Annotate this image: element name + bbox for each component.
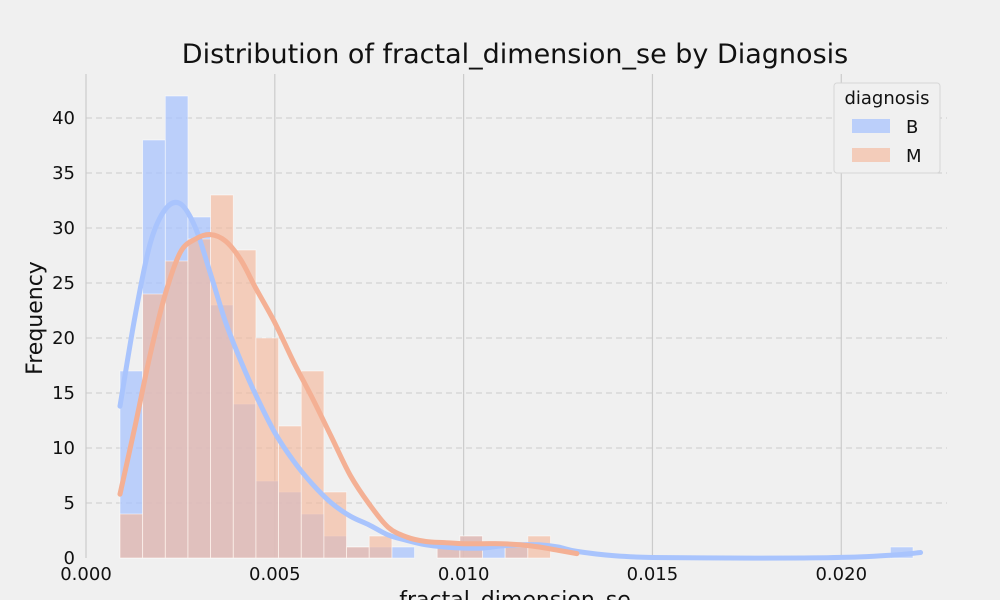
y-tick-label: 10 (52, 438, 75, 459)
y-tick-label: 40 (52, 108, 75, 129)
bar-m (232, 249, 257, 559)
tick-labels: 0.000 0.005 0.010 0.015 0.020 0 5 10 15 20 25 30 35 4… (52, 108, 867, 585)
x-tick-label: 0.020 (815, 564, 867, 585)
bar-m (164, 260, 189, 559)
y-axis-label: Frequency (23, 261, 48, 375)
bar-m (210, 194, 234, 559)
y-tick-label: 20 (52, 328, 75, 349)
legend-label-m: M (906, 146, 922, 167)
x-tick-label: 0.010 (438, 564, 490, 585)
legend-title: diagnosis (844, 88, 929, 109)
x-axis-label: fractal_dimension_se (399, 588, 631, 600)
legend: diagnosis B M (833, 82, 941, 174)
y-tick-label: 25 (52, 273, 75, 294)
y-tick-label: 15 (52, 383, 75, 404)
legend-swatch-m (852, 148, 890, 162)
bar-m (187, 238, 212, 559)
x-tick-label: 0.005 (249, 564, 301, 585)
legend-label-b: B (906, 117, 918, 138)
y-tick-label: 0 (64, 548, 75, 569)
y-tick-label: 35 (52, 163, 75, 184)
kde-line-m (117, 232, 580, 557)
y-tick-label: 5 (64, 493, 75, 514)
x-tick-label: 0.015 (627, 564, 679, 585)
bar-m (504, 546, 529, 559)
legend-swatch-b (852, 119, 890, 133)
bar-series-m (119, 194, 551, 559)
bar-m (119, 513, 144, 559)
bar-m (300, 370, 325, 559)
chart-title: Distribution of fractal_dimension_se by … (182, 39, 848, 70)
x-tick-label: 0.000 (60, 564, 112, 585)
bar-m (255, 337, 279, 559)
y-tick-label: 30 (52, 218, 75, 239)
kde-curves (117, 199, 924, 561)
bars (119, 95, 914, 559)
bar-m (346, 546, 370, 559)
bar-m (368, 535, 393, 559)
bar-b (391, 546, 415, 559)
